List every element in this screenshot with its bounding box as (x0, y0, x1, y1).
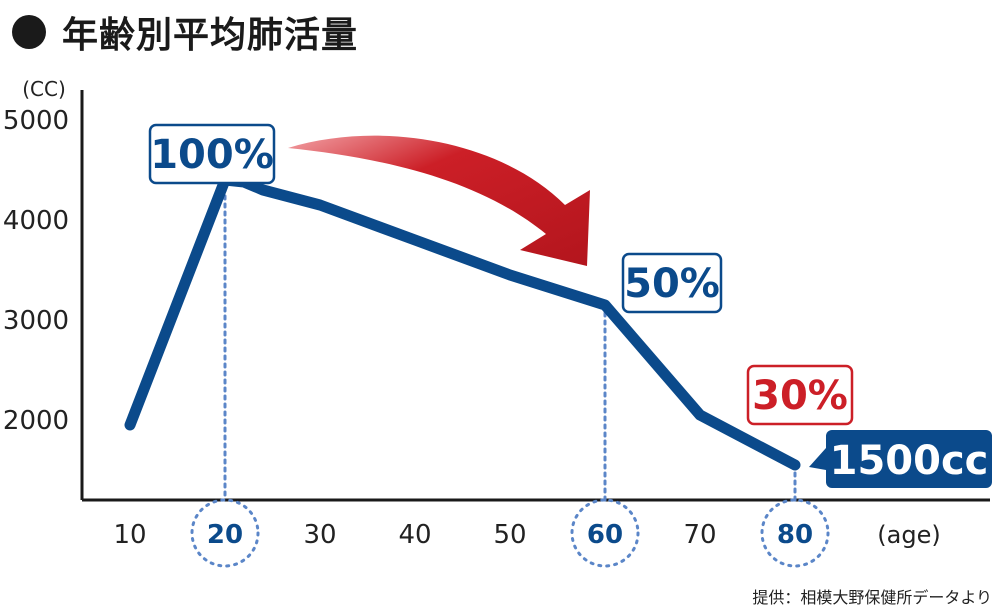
chart-title-row: 年齢別平均肺活量 (12, 8, 358, 56)
x-tick-highlight-circle (190, 498, 260, 568)
x-tick-label: 40 (398, 520, 431, 550)
x-axis-unit-label: (age) (877, 521, 940, 549)
x-tick-label: 50 (493, 520, 526, 550)
decline-arrow-icon (288, 135, 590, 266)
y-axis-unit-label: (CC) (22, 77, 66, 101)
annotation-30-percent-box (746, 364, 854, 426)
x-tick-highlight-circle (760, 498, 830, 568)
x-tick-highlight-circle (570, 498, 640, 568)
data-point (794, 464, 796, 466)
x-tick-label: 70 (683, 520, 716, 550)
y-tick-label: 2000 (3, 406, 69, 436)
data-point (604, 304, 606, 306)
x-tick-label: 20 (207, 520, 243, 550)
data-point (262, 189, 264, 191)
annotation-1500cc-pointer (809, 448, 826, 470)
bullet-dot-icon (12, 15, 46, 49)
annotation-50-percent-box (621, 252, 723, 314)
y-tick-label: 3000 (3, 306, 69, 336)
annotation-1500cc-box (826, 430, 992, 488)
y-tick-label: 4000 (3, 206, 69, 236)
annotation-30-percent-label: 30% (752, 373, 848, 419)
x-tick-label: 10 (113, 520, 146, 550)
annotation-100-percent-label: 100% (150, 132, 274, 178)
y-tick-label: 5000 (3, 106, 69, 136)
series-line-lung-capacity (124, 174, 801, 471)
chart-title: 年齢別平均肺活量 (62, 15, 359, 56)
annotation-1500cc-label: 1500cc (830, 438, 989, 484)
x-tick-label: 80 (777, 520, 813, 550)
data-point (129, 424, 131, 426)
data-point (319, 204, 321, 206)
data-point (509, 274, 511, 276)
data-source-note: 提供：相模大野保健所データより (752, 588, 992, 607)
annotation-50-percent-label: 50% (624, 261, 720, 307)
x-tick-label: 60 (587, 520, 623, 550)
data-point (414, 239, 416, 241)
x-tick-label: 30 (303, 520, 336, 550)
data-point (699, 414, 701, 416)
annotation-100-percent-box (148, 123, 276, 185)
